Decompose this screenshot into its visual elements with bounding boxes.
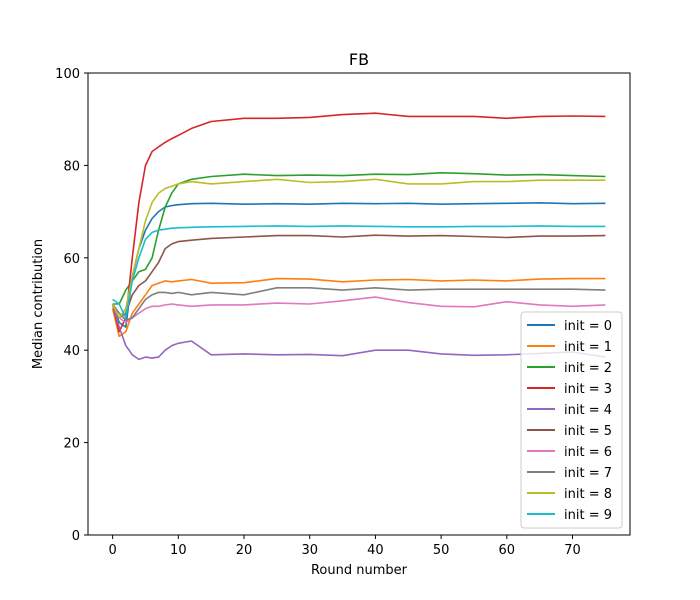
- series-line-1: [111, 277, 606, 338]
- axis-ticks: 0 10 20 30 40 50 60 70 0 20 40 60 80 100: [55, 67, 581, 558]
- legend-label: init = 2: [564, 361, 612, 376]
- y-axis-label: Median contribution: [31, 239, 46, 369]
- legend-label: init = 8: [564, 487, 612, 502]
- series-line-7: [111, 286, 606, 322]
- x-tick-label: 20: [236, 543, 253, 558]
- y-tick-label: 100: [55, 67, 80, 82]
- legend-label: init = 7: [564, 466, 612, 481]
- legend-label: init = 4: [564, 403, 612, 418]
- legend-label: init = 1: [564, 340, 612, 355]
- legend-label: init = 6: [564, 445, 612, 460]
- x-tick-label: 50: [433, 543, 450, 558]
- y-tick-label: 0: [72, 529, 80, 544]
- y-tick-label: 40: [63, 344, 80, 359]
- x-tick-label: 60: [499, 543, 516, 558]
- x-tick-label: 0: [108, 543, 116, 558]
- series-line-3: [111, 112, 606, 333]
- x-tick-label: 10: [170, 543, 187, 558]
- series-line-6: [111, 296, 606, 324]
- x-tick-label: 40: [367, 543, 384, 558]
- y-tick-label: 80: [63, 159, 80, 174]
- legend-label: init = 9: [564, 508, 612, 523]
- series-line-9: [112, 225, 606, 319]
- legend-label: init = 3: [564, 382, 612, 397]
- y-tick-label: 20: [63, 437, 80, 452]
- series-line-4: [111, 303, 606, 361]
- series-lines: [111, 112, 606, 361]
- x-axis-label: Round number: [311, 563, 408, 578]
- plot-frame: [87, 72, 631, 536]
- legend: init = 0 init = 1 init = 2 init = 3 init = 4…: [520, 311, 623, 529]
- chart-title: FB: [349, 50, 369, 69]
- legend-label: init = 5: [564, 424, 612, 439]
- series-line-2: [112, 172, 606, 305]
- y-tick-label: 60: [63, 252, 80, 267]
- x-tick-label: 70: [564, 543, 581, 558]
- series-line-8: [111, 178, 606, 319]
- x-tick-label: 30: [301, 543, 318, 558]
- legend-label: init = 0: [564, 319, 612, 334]
- series-line-5: [111, 234, 606, 319]
